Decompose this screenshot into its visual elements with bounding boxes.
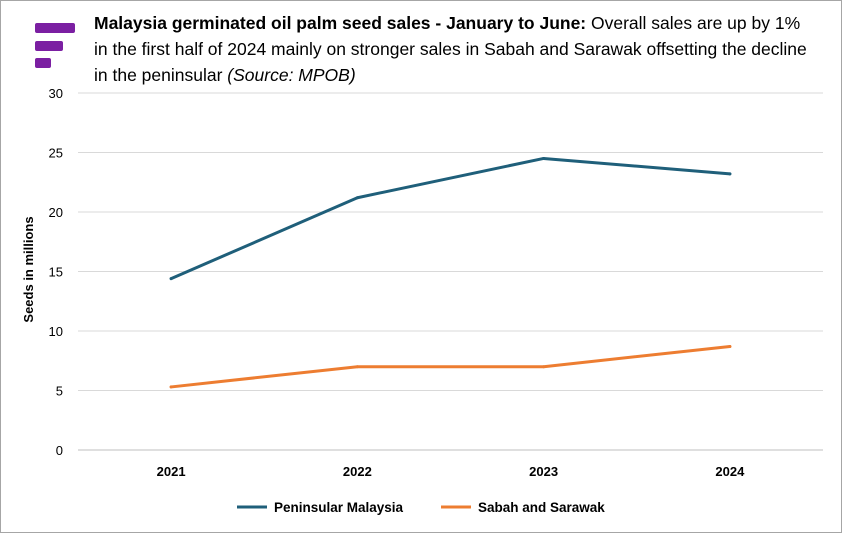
legend-label: Sabah and Sarawak (478, 500, 605, 515)
data-point (728, 172, 732, 176)
data-point (542, 365, 546, 369)
y-tick-label: 0 (56, 443, 63, 458)
y-tick-label: 10 (49, 324, 63, 339)
chart-title: Malaysia germinated oil palm seed sales … (94, 10, 814, 88)
x-tick-label: 2024 (715, 464, 745, 479)
legend-label: Peninsular Malaysia (274, 500, 404, 515)
y-tick-label: 15 (49, 265, 63, 280)
data-point (169, 385, 173, 389)
y-tick-label: 5 (56, 384, 63, 399)
data-point (355, 365, 359, 369)
y-axis-label: Seeds in millions (21, 216, 36, 322)
title-bold: Malaysia germinated oil palm seed sales … (94, 13, 587, 33)
data-point (728, 344, 732, 348)
brand-logo-icon (35, 23, 75, 68)
y-tick-label: 25 (49, 146, 63, 161)
y-tick-label: 20 (49, 205, 63, 220)
x-tick-label: 2022 (343, 464, 372, 479)
series-line-1 (169, 344, 732, 389)
data-point (542, 156, 546, 160)
data-point (169, 277, 173, 281)
data-point (355, 196, 359, 200)
title-source: (Source: MPOB) (227, 65, 356, 85)
x-tick-label: 2023 (529, 464, 558, 479)
x-tick-label: 2021 (157, 464, 186, 479)
y-tick-label: 30 (49, 86, 63, 101)
title-body: Overall sales are up by 1% in the first … (94, 13, 807, 85)
series-line-0 (169, 156, 732, 281)
